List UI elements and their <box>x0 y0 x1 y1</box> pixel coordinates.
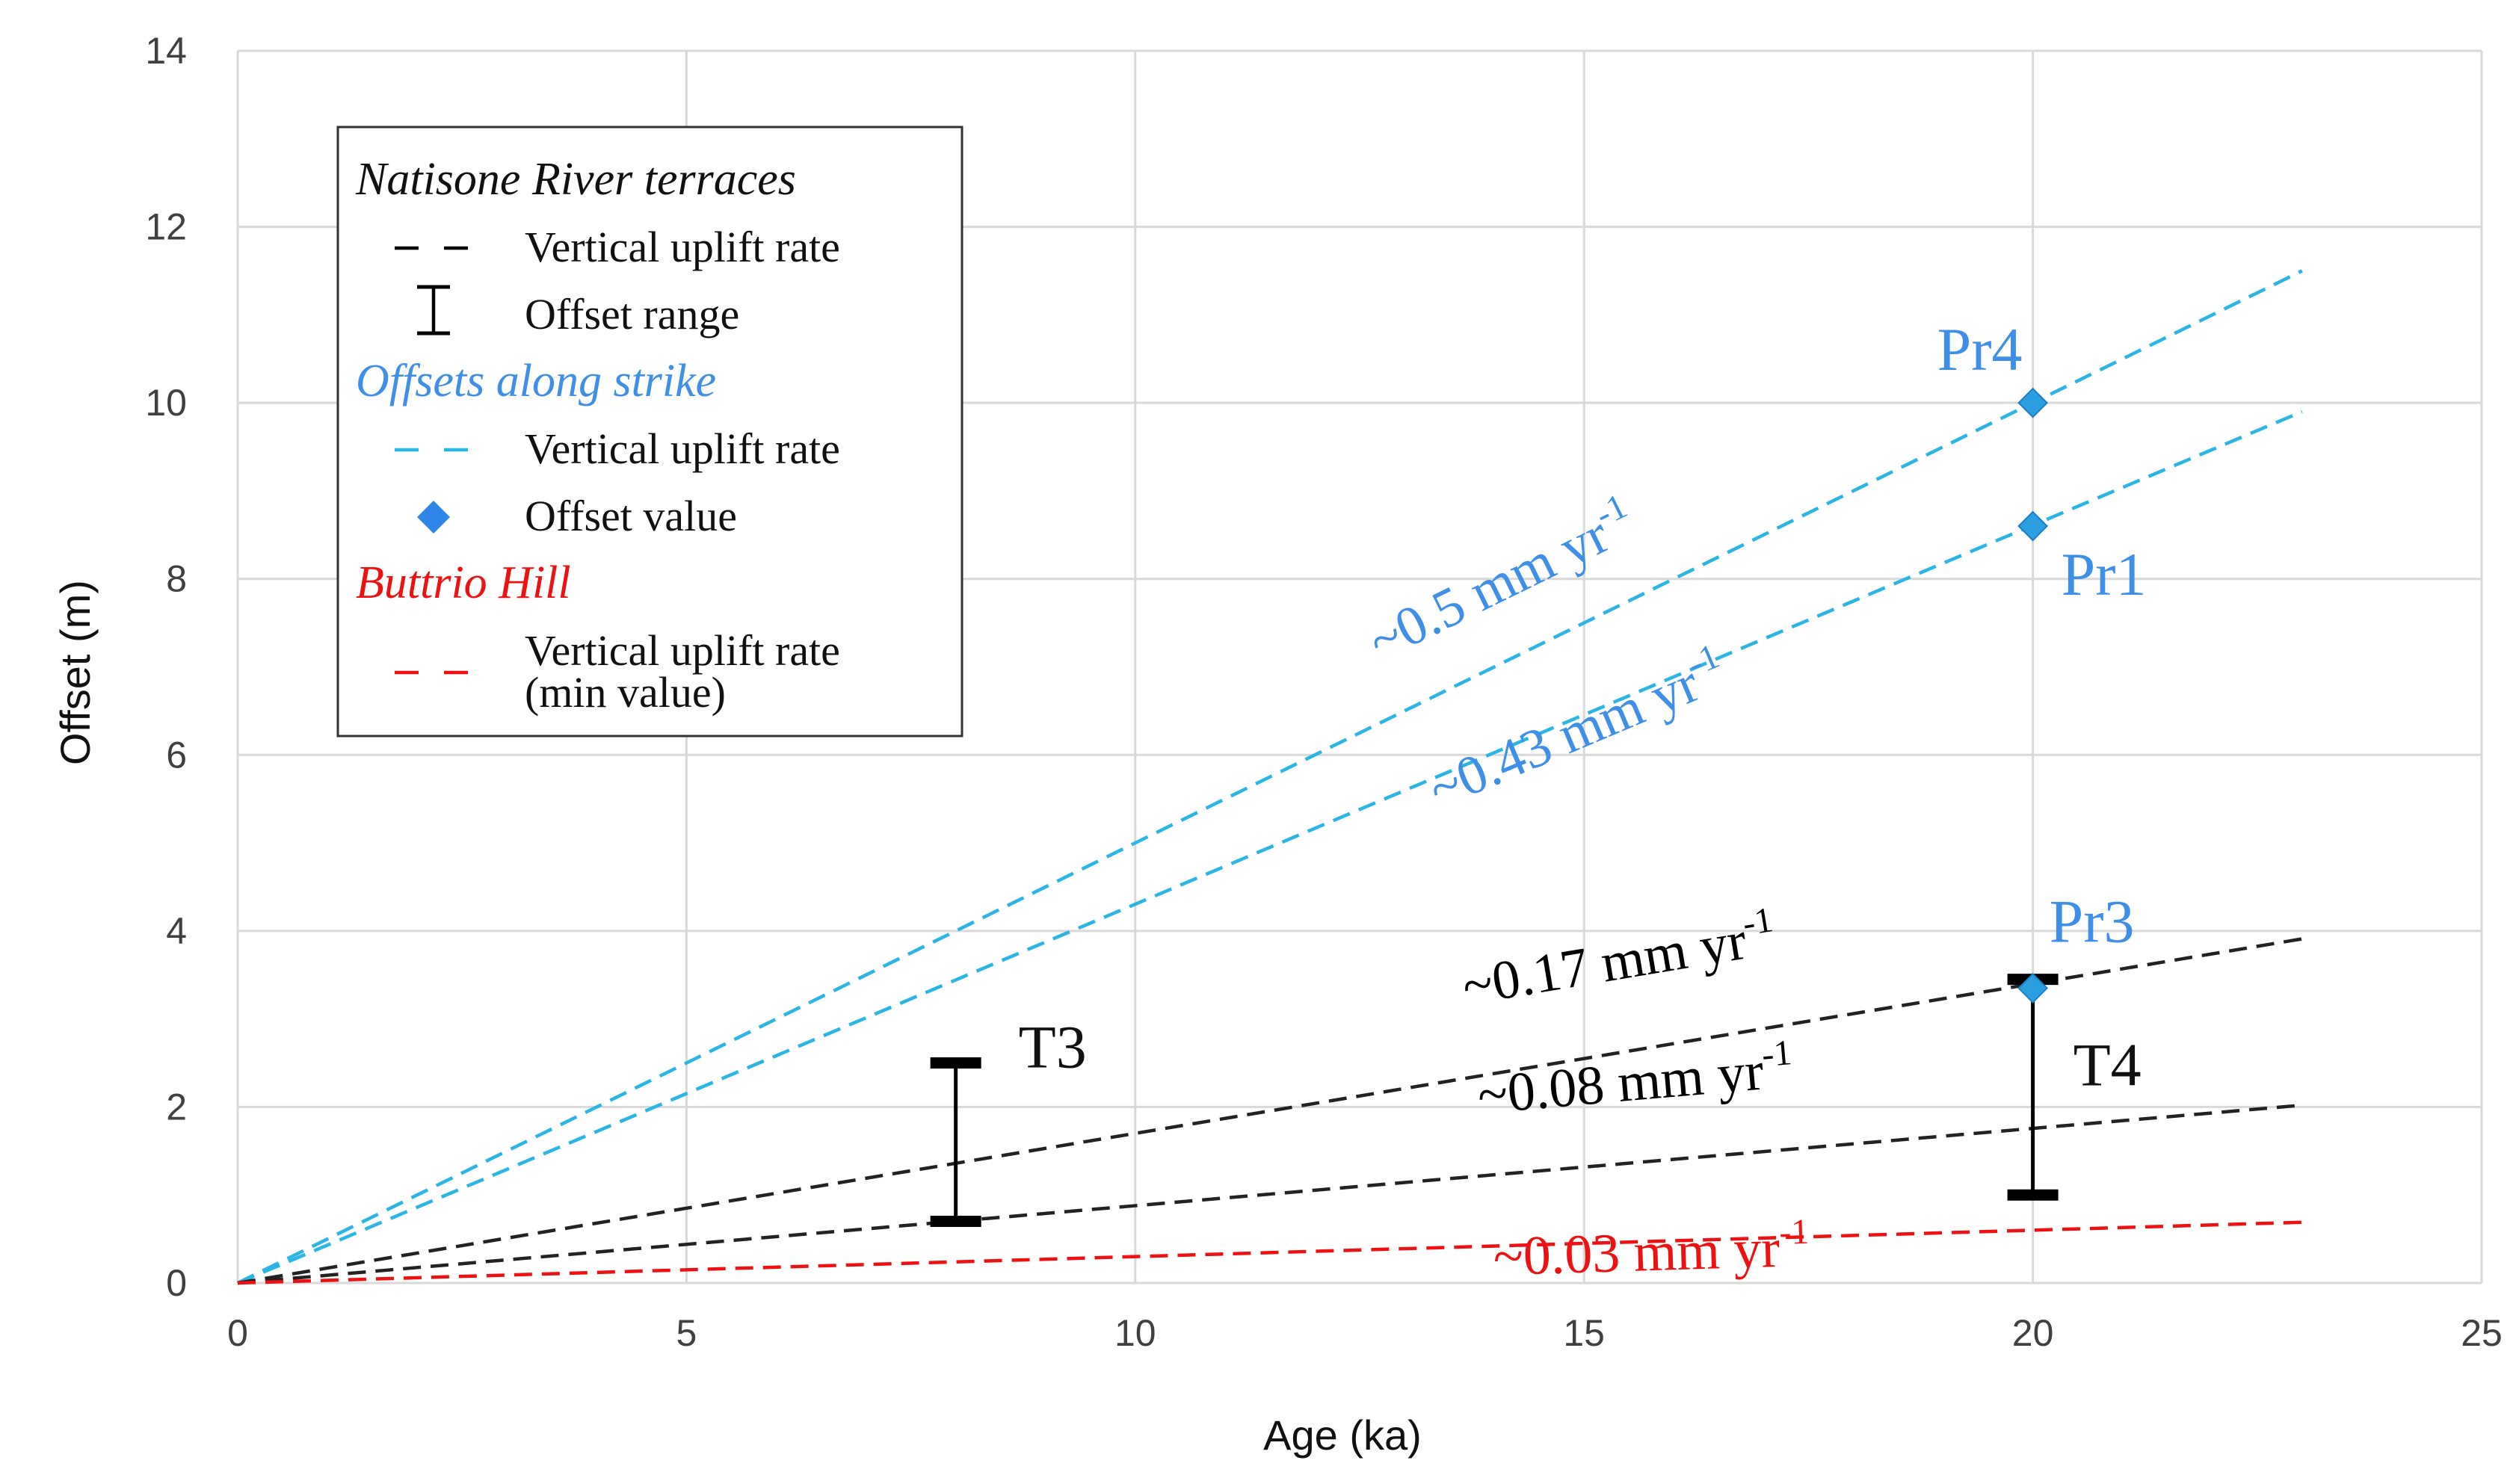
y-tick-label: 2 <box>166 1086 187 1128</box>
y-tick-label: 8 <box>166 558 187 600</box>
legend: Natisone River terraces Vertical uplift r… <box>336 126 963 738</box>
rate-label: ~0.17 mm yr-1 <box>1457 900 1780 1017</box>
y-tick-label: 14 <box>145 30 187 72</box>
rate-label-main: ~0.43 mm yr <box>1420 652 1708 820</box>
x-tick-label: 20 <box>2012 1312 2054 1354</box>
legend-item-label: Offset range <box>525 290 739 338</box>
tick-labels: 0 5 10 15 20 25 0 2 4 6 8 10 12 14 <box>145 30 2502 1354</box>
point-label: Pr4 <box>1937 315 2023 383</box>
point-label: Pr3 <box>2050 887 2135 955</box>
offset-ranges: T3 T4 <box>930 974 2142 1228</box>
x-tick-label: 25 <box>2461 1312 2503 1354</box>
legend-group-title: Natisone River terraces <box>355 154 796 205</box>
rate-label-group: ~0.08 mm yr-1 <box>1475 1033 1795 1126</box>
x-axis-title: Age (ka) <box>1263 1412 1422 1459</box>
offset-diamond-marker <box>2017 510 2049 542</box>
uplift-rate-line <box>237 1220 2302 1285</box>
y-tick-label: 10 <box>145 382 187 424</box>
uplift-rate-lines <box>237 269 2303 1285</box>
y-tick-label: 4 <box>166 910 187 952</box>
range-label: T4 <box>2073 1031 2142 1099</box>
legend-group-title: Buttrio Hill <box>356 557 571 608</box>
rate-label-main: ~0.08 mm yr <box>1476 1041 1766 1127</box>
y-tick-label: 0 <box>166 1262 187 1304</box>
offset-points: Pr4 Pr1 Pr3 <box>1937 315 2147 1004</box>
point-label: Pr1 <box>2062 540 2147 608</box>
rate-label-group: ~0.03 mm yr-1 <box>1492 1212 1810 1287</box>
range-label: T3 <box>1019 1013 1087 1081</box>
legend-group-title: Offsets along strike <box>356 356 716 406</box>
legend-item-label: Offset value <box>525 492 737 540</box>
legend-item-label-line2: (min value) <box>525 668 726 717</box>
legend-item-label: Vertical uplift rate <box>525 223 840 271</box>
offset-diamond-marker <box>2017 387 2049 418</box>
x-tick-label: 10 <box>1114 1312 1156 1354</box>
x-tick-label: 5 <box>676 1312 697 1354</box>
legend-diamond-symbol <box>417 501 450 534</box>
rate-label-main: ~0.03 mm yr <box>1493 1218 1781 1287</box>
legend-item-label: Vertical uplift rate <box>525 424 840 473</box>
rate-label-group: ~0.17 mm yr-1 <box>1457 900 1780 1017</box>
rate-label-superscript: -1 <box>1739 900 1775 944</box>
rate-label-main: ~0.17 mm yr <box>1458 910 1751 1018</box>
offset-range-t4: T4 <box>2007 974 2142 1201</box>
uplift-rate-line <box>237 937 2303 1285</box>
rate-label: ~0.08 mm yr-1 <box>1475 1033 1795 1126</box>
rate-label: ~0.43 mm yr-1 <box>1418 636 1736 820</box>
rate-label-superscript: -1 <box>1778 1212 1810 1252</box>
offset-range-t3: T3 <box>930 1013 1087 1228</box>
rate-label-superscript: -1 <box>1760 1033 1793 1075</box>
legend-box <box>336 126 963 738</box>
rate-label: ~0.03 mm yr-1 <box>1492 1212 1810 1287</box>
legend-item-label: Vertical uplift rate <box>525 626 840 675</box>
uplift-rate-line <box>237 1103 2303 1285</box>
x-tick-label: 0 <box>227 1312 248 1354</box>
y-tick-label: 6 <box>166 734 187 776</box>
rate-label-group: ~0.43 mm yr-1 <box>1418 636 1736 820</box>
y-tick-label: 12 <box>145 206 187 248</box>
rate-label-main: ~0.5 mm yr <box>1359 504 1618 673</box>
uplift-rate-line <box>237 409 2303 1285</box>
offset-diamond-marker <box>2017 973 2049 1004</box>
x-tick-label: 15 <box>1563 1312 1605 1354</box>
uplift-rate-line <box>237 269 2303 1285</box>
y-axis-title: Offset (m) <box>52 580 99 765</box>
